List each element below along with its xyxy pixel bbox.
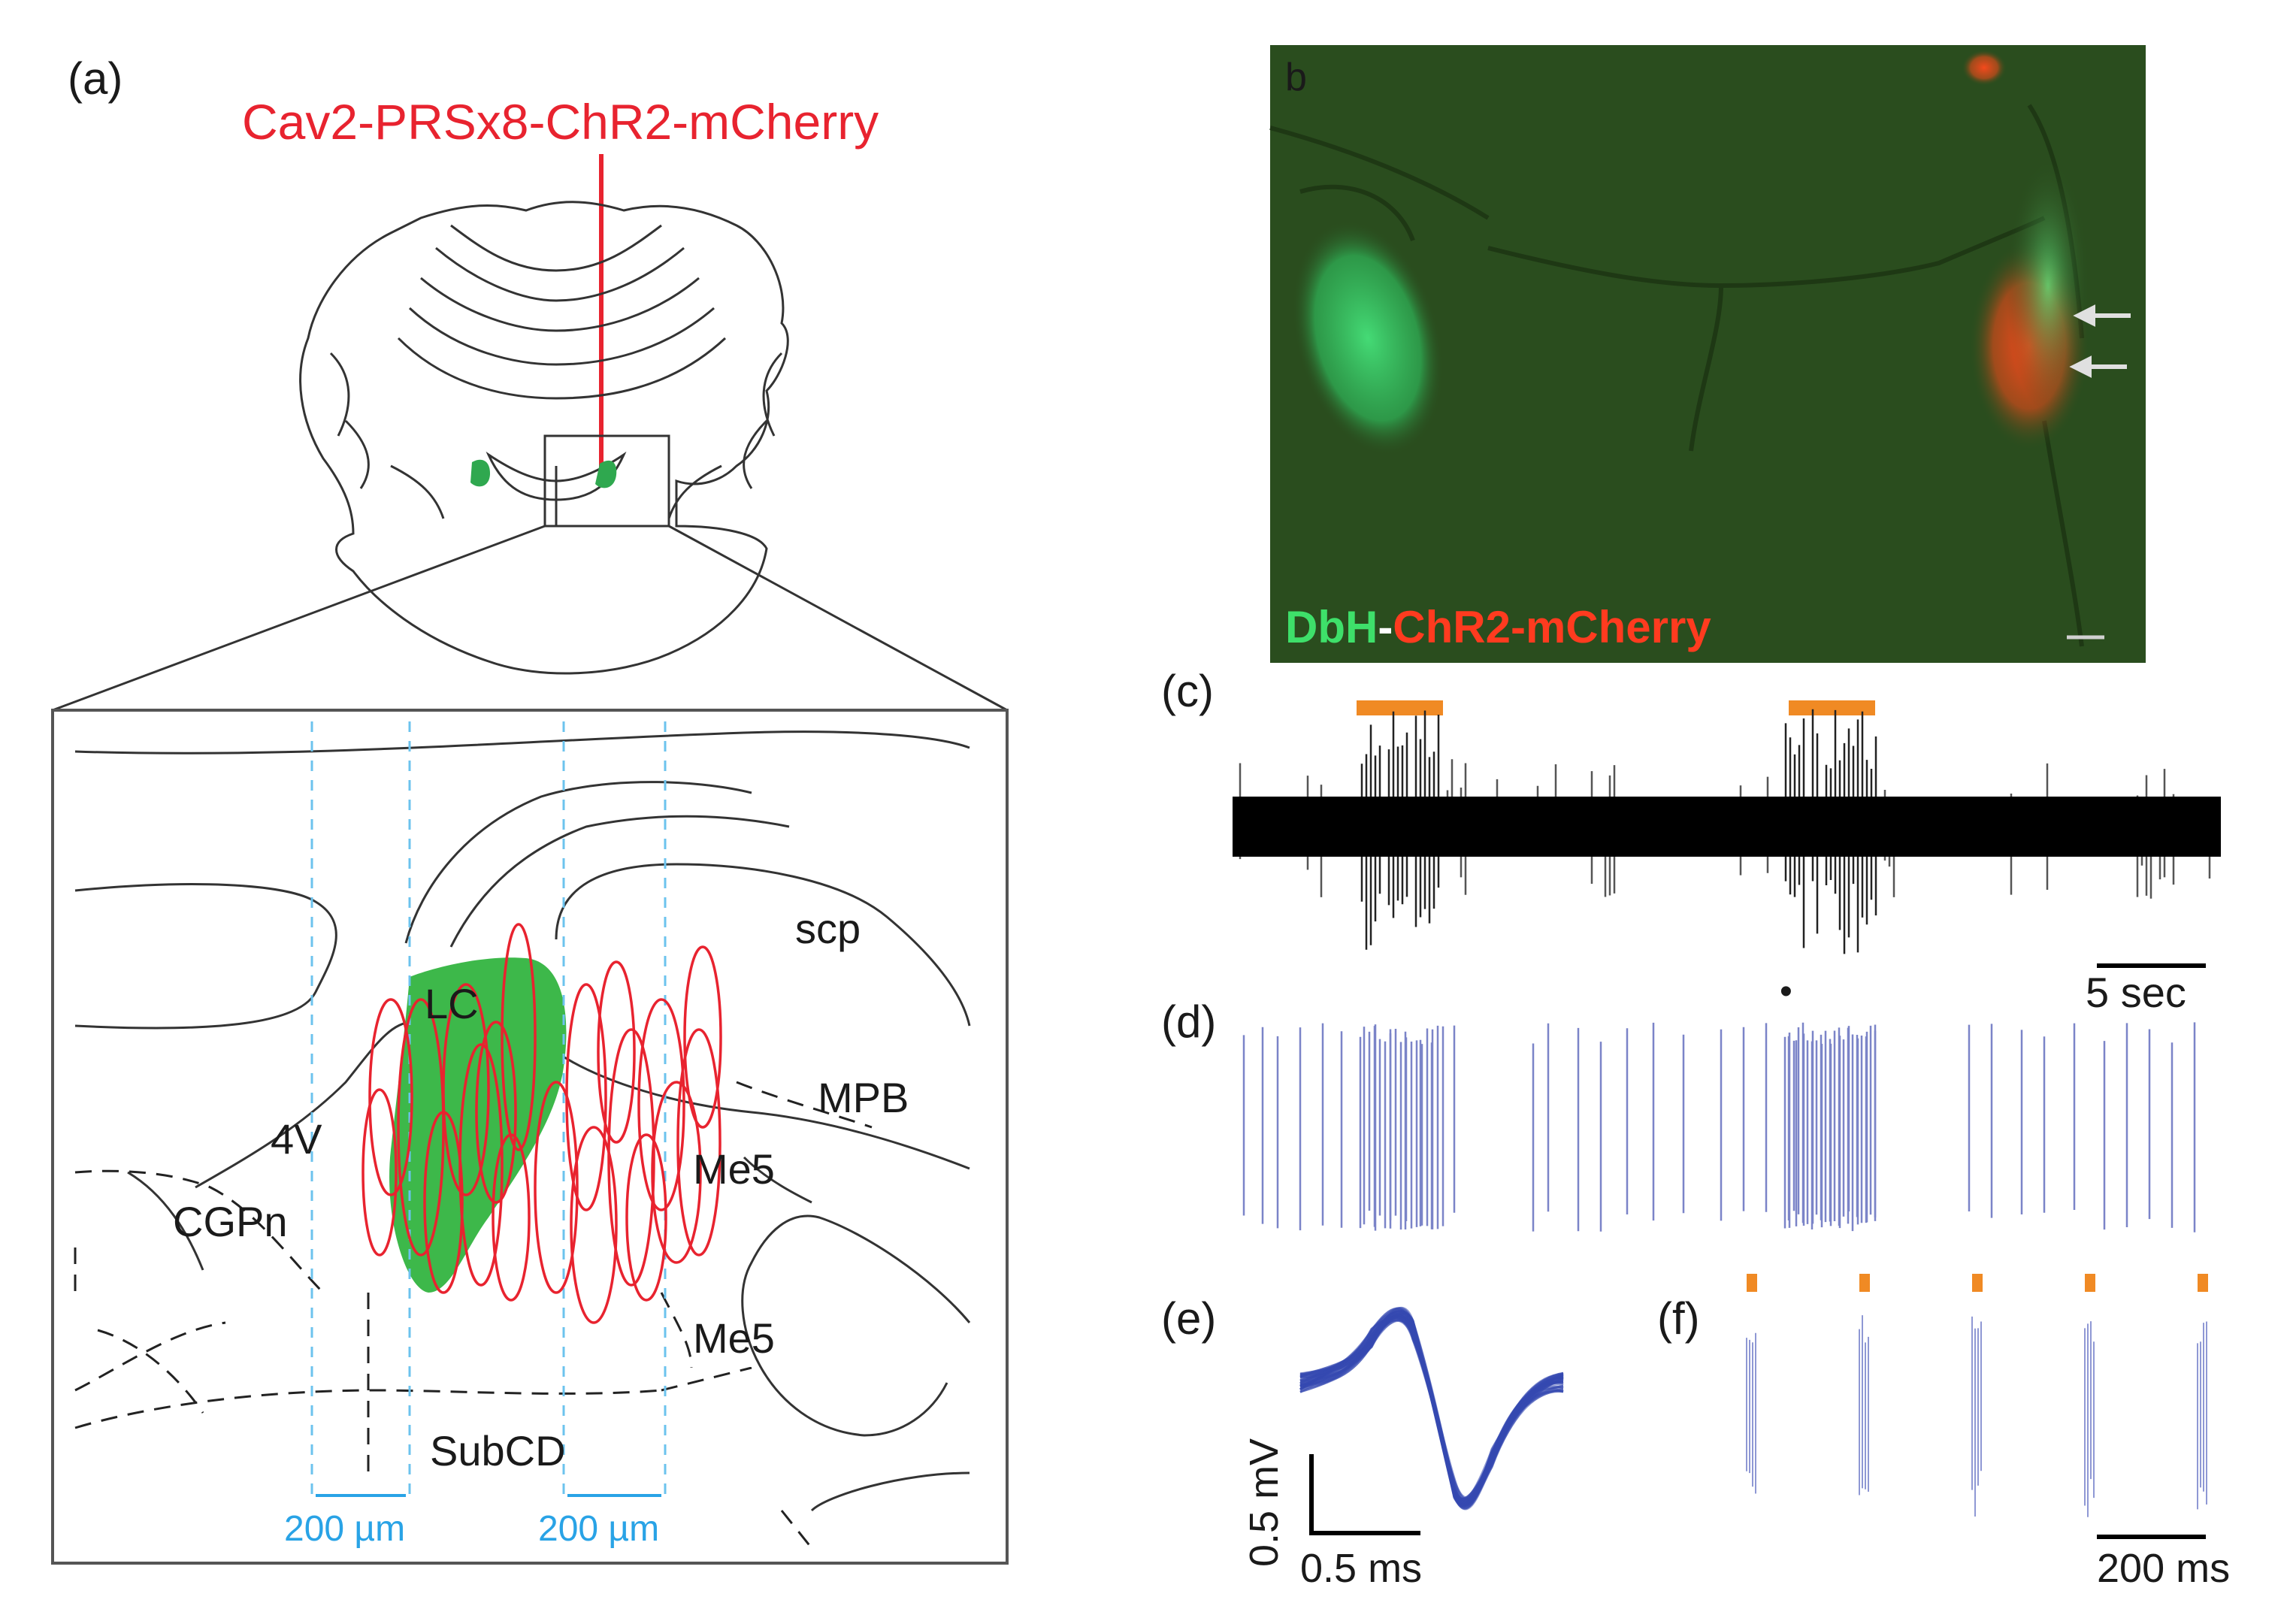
panel-a-label: (a) — [68, 53, 123, 104]
panel-b: b DbH-ChR2-mCherry — [1269, 45, 2146, 663]
label-me5-upper: Me5 — [693, 1145, 775, 1193]
raw-trace-band — [1233, 797, 2221, 857]
arrows — [2069, 304, 2131, 378]
waveform-trace — [1299, 1317, 1564, 1508]
scale-f-label: 200 ms — [2097, 1546, 2230, 1591]
lc-right-green — [2007, 158, 2089, 413]
stim-bar-2 — [1789, 700, 1875, 715]
spike-raster — [1242, 1022, 2196, 1232]
brain-section-outline — [299, 201, 789, 675]
scale-c-label: 5 sec — [2086, 969, 2186, 1016]
scale-e-x-label: 0.5 ms — [1300, 1546, 1422, 1591]
panel-e: (e) 0.5 mV 0.5 ms — [1161, 1293, 1564, 1591]
red-spot — [1962, 50, 2007, 86]
zoom-dashed-tracts — [74, 1081, 873, 1549]
label-scp: scp — [795, 905, 861, 952]
stim-pulse — [2085, 1274, 2095, 1292]
zoom-anatomy — [74, 730, 971, 1512]
pulse-spikes — [1746, 1274, 2208, 1517]
lc-left-fluorescence — [1292, 220, 1444, 456]
virus-label: Cav2-PRSx8-ChR2-mCherry — [242, 94, 879, 150]
panel-b-label: b — [1285, 56, 1307, 99]
waveform-trace — [1299, 1318, 1564, 1506]
panel-f-label: (f) — [1657, 1293, 1700, 1344]
stim-bar-1 — [1357, 700, 1443, 715]
stim-pulse — [1972, 1274, 1983, 1292]
label-cgpn: CGPn — [173, 1198, 288, 1245]
panel-a: (a) Cav2-PRSx8-ChR2-mCherry — [51, 53, 1009, 1565]
lc-left-marker — [470, 459, 490, 487]
panel-d: (d) • — [1161, 972, 2196, 1232]
panel-c: (c) 5 sec — [1161, 666, 2221, 1016]
label-subcd: SubCD — [430, 1427, 566, 1474]
stim-pulse — [2198, 1274, 2208, 1292]
stain-dash: - — [1378, 602, 1393, 652]
label-lc: LC — [425, 980, 479, 1027]
stim-pulse — [1747, 1274, 1757, 1292]
spike-waveform — [1299, 1306, 1564, 1511]
waveform-trace — [1299, 1319, 1564, 1508]
label-mpb: MPB — [818, 1074, 909, 1121]
recording-contours — [361, 923, 722, 1324]
marker-dot: • — [1780, 972, 1792, 1012]
stain-legend: DbH-ChR2-mCherry — [1285, 602, 1711, 652]
tissue-features — [1269, 104, 2084, 647]
scale-left: 200 µm — [284, 1509, 405, 1549]
scale-right: 200 µm — [538, 1509, 659, 1549]
stain-red: ChR2-mCherry — [1393, 602, 1711, 652]
panel-f: (f) 200 ms — [1657, 1274, 2230, 1591]
zoom-line-left — [52, 525, 546, 712]
stain-green: DbH — [1285, 602, 1378, 652]
scale-e-y-label: 0.5 mV — [1242, 1438, 1287, 1567]
boundary-lines — [310, 721, 667, 1497]
waveform-trace — [1299, 1316, 1564, 1510]
panel-d-label: (d) — [1161, 996, 1216, 1047]
label-4v: 4V — [271, 1115, 322, 1163]
waveform-trace — [1299, 1311, 1564, 1505]
lc-right-marker — [595, 460, 617, 488]
waveform-trace — [1299, 1315, 1564, 1508]
panel-c-label: (c) — [1161, 666, 1214, 716]
waveform-trace — [1299, 1320, 1564, 1505]
stim-pulse — [1859, 1274, 1870, 1292]
label-me5-lower: Me5 — [693, 1314, 775, 1362]
panel-e-label: (e) — [1161, 1293, 1216, 1344]
zoom-line-right — [668, 525, 1008, 712]
